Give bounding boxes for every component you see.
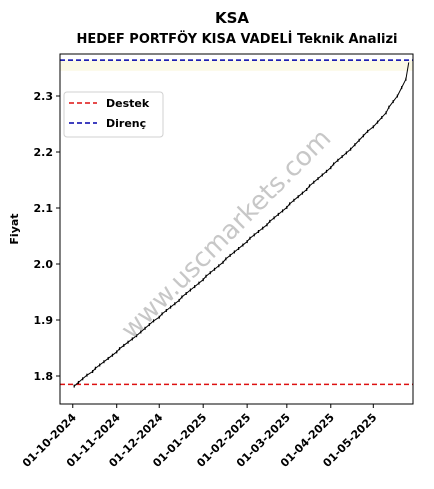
price-segment — [242, 241, 248, 246]
price-segment — [82, 374, 88, 380]
price-segment — [78, 378, 84, 383]
price-segment — [136, 331, 142, 337]
price-segment — [234, 248, 239, 253]
price-segment — [405, 62, 410, 80]
y-tick-label: 1.8 — [34, 370, 54, 383]
price-segment — [218, 261, 224, 267]
price-segment — [392, 95, 398, 102]
price-segment — [127, 338, 133, 343]
y-axis-label: Fiyat — [8, 213, 21, 244]
price-segment — [273, 213, 279, 219]
price-segment — [377, 117, 383, 123]
reference-lines — [60, 59, 413, 386]
price-segment — [297, 192, 303, 198]
price-segment — [103, 358, 109, 363]
price-segment — [363, 130, 368, 137]
price-segment — [194, 282, 200, 287]
price-segment — [341, 152, 347, 157]
price-segment — [333, 159, 339, 165]
price-segment — [321, 170, 327, 176]
price-segment — [161, 310, 167, 315]
legend: Destek Direnç — [63, 91, 164, 138]
price-segment — [354, 139, 360, 146]
price-segment — [170, 303, 176, 308]
price-segment — [258, 227, 264, 232]
x-axis: 01-10-202401-11-202401-12-202401-01-2025… — [20, 404, 379, 470]
price-segment — [123, 341, 129, 346]
price-segment — [99, 361, 105, 366]
chart-subtitle: HEDEF PORTFÖY KISA VADELİ Teknik Analizi — [76, 31, 397, 47]
price-segment — [358, 135, 364, 141]
price-segment — [337, 156, 343, 161]
price-segment — [148, 320, 154, 325]
price-segment — [293, 196, 299, 201]
price-segment — [174, 300, 180, 305]
bands — [60, 60, 413, 71]
y-tick-label: 1.9 — [34, 314, 54, 327]
price-segment — [326, 167, 332, 172]
price-segment — [372, 121, 378, 128]
price-segment — [253, 231, 259, 236]
price-segment — [190, 286, 195, 291]
price-segment — [214, 265, 220, 270]
plot-border — [59, 53, 414, 405]
price-segment — [269, 217, 275, 222]
price-segment — [289, 199, 295, 205]
price-segment — [153, 316, 160, 322]
price-segment — [381, 112, 387, 118]
price-segment — [401, 78, 407, 88]
legend-label: Destek — [106, 97, 150, 110]
price-segment — [131, 335, 137, 340]
price-segment — [185, 289, 191, 294]
price-segment — [309, 181, 315, 187]
y-tick-label: 2.3 — [34, 90, 54, 103]
price-segment — [229, 251, 235, 256]
price-segment — [249, 234, 255, 239]
price-segment — [198, 279, 204, 284]
price-segment — [346, 148, 351, 154]
price-segment — [166, 306, 171, 311]
price-segment — [225, 255, 231, 260]
y-axis: 1.8 1.9 2.0 2.1 2.2 2.3 — [34, 90, 60, 383]
price-segment — [388, 101, 394, 108]
band-0 — [60, 60, 413, 71]
price-segment — [313, 178, 319, 183]
price-segment — [282, 207, 288, 212]
price-segment — [238, 244, 244, 249]
price-segment — [73, 382, 79, 387]
y-tick-label: 2.1 — [34, 202, 54, 215]
series — [73, 62, 410, 388]
price-segment — [209, 268, 215, 274]
price-segment — [86, 371, 93, 376]
price-segment — [278, 210, 283, 215]
price-segment — [119, 345, 125, 350]
plot-frame — [59, 53, 414, 405]
price-segment — [262, 224, 268, 229]
price-segment — [367, 126, 374, 132]
price-segment — [302, 189, 307, 194]
legend-label: Direnç — [106, 117, 146, 130]
price-segment — [95, 364, 100, 369]
chart-title: KSA — [215, 9, 249, 27]
price-segment — [181, 293, 187, 298]
price-segment — [205, 272, 211, 277]
price-segment — [107, 354, 113, 359]
price-segment — [396, 87, 403, 97]
price-segment — [112, 351, 118, 356]
price-segment — [317, 174, 323, 179]
y-tick-label: 2.0 — [34, 258, 54, 271]
price-segment — [144, 324, 150, 329]
price-segment — [350, 144, 356, 150]
price-segment — [140, 327, 146, 333]
y-tick-label: 2.2 — [34, 146, 54, 159]
